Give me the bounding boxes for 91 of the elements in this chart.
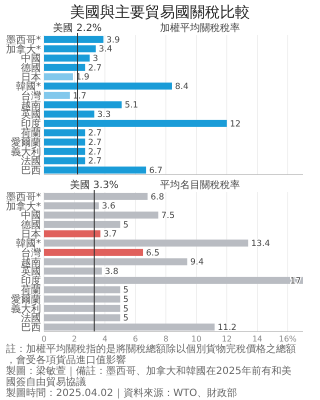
- y-tick-label: 墨西哥*: [6, 34, 41, 46]
- bar: [44, 248, 144, 256]
- bar: [44, 157, 86, 164]
- data-label: 5: [123, 286, 129, 296]
- bar: [44, 101, 122, 108]
- data-label: 3.7: [103, 230, 117, 240]
- x-tick-label: 0: [41, 334, 47, 344]
- y-tick-label: 越南: [21, 256, 41, 268]
- data-label: 5: [123, 295, 129, 306]
- x-tick-label: 14: [252, 334, 262, 344]
- x-tick-label: 10: [191, 334, 202, 344]
- bar: [44, 212, 158, 219]
- y-tick-label: 印度: [21, 274, 41, 287]
- y-tick-label: 巴西: [21, 322, 41, 334]
- data-label: 3.3: [97, 110, 111, 120]
- data-label: 9.4: [190, 258, 204, 268]
- bar: [44, 230, 100, 238]
- data-label: 8.4: [174, 82, 189, 92]
- data-label: 2.7: [88, 138, 102, 148]
- text: 製圖：梁敏萱｜備註：墨西哥、加拿大和韓國在2025年前有和美國簽自由貿易協議: [6, 365, 292, 388]
- data-label: 6.7: [149, 166, 163, 176]
- x-tick-label: 2: [72, 334, 78, 344]
- x-tick-label: 4: [102, 334, 108, 344]
- x-tick-label: 6: [132, 334, 138, 344]
- y-tick-label: 法國: [21, 312, 41, 324]
- data-label: 13.4: [251, 239, 270, 250]
- data-label: 6.8: [150, 192, 164, 202]
- y-tick-label: 德國: [21, 220, 41, 231]
- chart-subtitle: 加權平均關稅稅率: [160, 22, 240, 34]
- data-label: 11.2: [218, 323, 237, 334]
- bar: [44, 276, 303, 284]
- data-label: 3.9: [106, 35, 120, 46]
- bar: [44, 73, 73, 80]
- text: 製圖時間：2025.04.02｜資料來源：WTO、財政部: [6, 387, 238, 399]
- y-tick-label: 印度: [21, 118, 41, 130]
- bar: [44, 296, 120, 303]
- bar: [44, 120, 227, 127]
- data-label: 3: [92, 54, 98, 64]
- data-label: 7.5: [161, 211, 175, 222]
- bar: [44, 286, 120, 294]
- bar: [44, 166, 146, 174]
- data-label: 2.7: [88, 128, 102, 139]
- bar: [44, 92, 70, 99]
- y-tick-label: 義大利: [11, 146, 41, 158]
- bar: [44, 64, 86, 71]
- text: 註：加權平均關稅指的是將關稅總額除以個別貨物完稅價格之總額，會受各項貨品進口值影響: [6, 343, 296, 366]
- data-label: 2.7: [88, 156, 102, 167]
- ref-line-label: 美國 2.2%: [53, 22, 102, 34]
- bar: [44, 54, 90, 62]
- bar: [44, 258, 188, 266]
- data-label: 3.4: [98, 44, 112, 55]
- bar: [44, 129, 86, 136]
- x-tick-label: 8: [163, 334, 168, 344]
- bar: [44, 110, 94, 118]
- y-tick-label: 德國: [21, 62, 41, 74]
- data-label: 2.7: [88, 63, 102, 74]
- bar: [44, 45, 96, 52]
- data-label: 5.1: [124, 100, 138, 111]
- bar: [44, 148, 86, 155]
- data-label: 3.8: [104, 267, 118, 278]
- bar: [44, 304, 120, 312]
- data-label: 17: [290, 276, 301, 286]
- bar: [44, 314, 120, 322]
- data-label: 2.7: [88, 147, 102, 158]
- bar: [44, 240, 248, 247]
- bar: [44, 220, 120, 228]
- chart-title: 美國與主要貿易國關稅比較: [70, 3, 250, 21]
- bar: [44, 138, 86, 146]
- ref-line-label: 美國 3.3%: [70, 179, 119, 191]
- x-tick-label: 16%: [278, 334, 298, 344]
- data-label: 12: [230, 119, 241, 130]
- y-tick-label: 越南: [21, 99, 41, 112]
- data-label: 6.5: [146, 248, 160, 258]
- bar: [44, 202, 99, 210]
- y-tick-label: 法國: [21, 155, 41, 168]
- bar: [44, 324, 215, 331]
- y-tick-label: 台灣: [21, 90, 41, 102]
- y-tick-label: 義大利: [11, 302, 41, 315]
- chart-title: 平均名目關稅稅率: [160, 179, 240, 191]
- bar: [44, 268, 102, 275]
- bar: [44, 36, 104, 43]
- bar: [44, 82, 172, 90]
- y-tick-label: 墨西哥*: [6, 192, 41, 203]
- y-tick-label: 台灣: [21, 246, 41, 259]
- x-tick-label: 12: [222, 334, 232, 344]
- data-label: 5: [123, 304, 129, 314]
- data-label: 5: [123, 314, 129, 324]
- y-tick-label: 巴西: [21, 166, 41, 177]
- data-label: 3.6: [102, 202, 116, 212]
- bar: [44, 192, 148, 200]
- data-label: 5: [123, 220, 129, 230]
